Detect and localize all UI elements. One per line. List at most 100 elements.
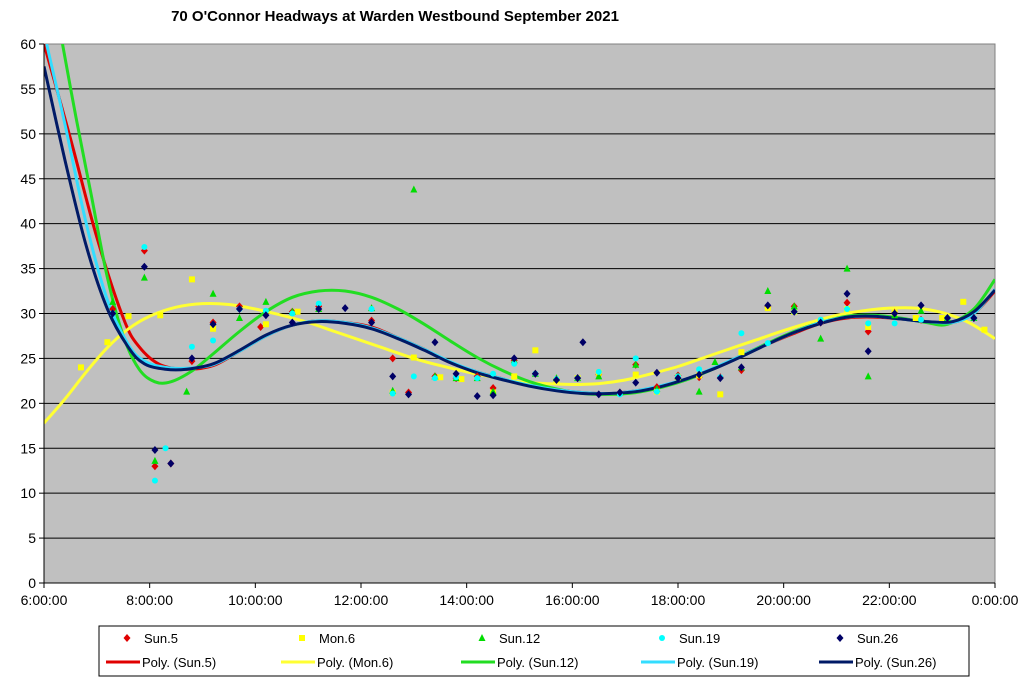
y-tick-label: 55 — [20, 81, 36, 97]
data-point-series-2 — [410, 185, 418, 193]
data-point-series-3 — [151, 477, 158, 484]
data-point-series-1 — [294, 308, 301, 315]
data-point-series-4 — [695, 370, 703, 379]
data-point-series-2 — [711, 358, 719, 366]
legend-marker-series-2 — [478, 634, 486, 641]
data-point-series-1 — [511, 373, 518, 380]
data-point-series-1 — [262, 321, 269, 328]
data-point-series-1 — [717, 391, 724, 398]
data-point-series-3 — [738, 330, 745, 337]
data-point-series-3 — [632, 355, 639, 362]
data-point-series-2 — [864, 372, 872, 380]
data-point-series-4 — [315, 305, 323, 314]
data-point-series-3 — [162, 445, 169, 452]
data-point-series-3 — [474, 375, 481, 382]
data-point-series-3 — [188, 343, 195, 350]
data-point-series-3 — [368, 306, 375, 313]
data-point-series-2 — [209, 289, 217, 297]
data-point-series-3 — [289, 310, 296, 317]
data-point-series-1 — [912, 314, 919, 321]
data-point-series-4 — [616, 388, 624, 397]
data-point-series-1 — [104, 339, 111, 346]
data-point-series-4 — [917, 301, 925, 310]
x-tick-label: 6:00:00 — [21, 592, 68, 608]
y-tick-label: 0 — [28, 575, 36, 591]
data-point-series-4 — [843, 289, 851, 298]
data-point-series-3 — [262, 307, 269, 314]
data-point-series-4 — [188, 354, 196, 363]
data-point-series-3 — [410, 373, 417, 380]
legend-label-trend-1: Poly. (Mon.6) — [317, 655, 393, 670]
data-point-series-4 — [864, 347, 872, 356]
data-point-series-4 — [817, 318, 825, 327]
data-point-series-1 — [437, 374, 444, 381]
legend-marker-series-4 — [836, 634, 844, 642]
data-point-series-4 — [891, 309, 899, 318]
data-point-series-1 — [458, 376, 465, 383]
data-point-series-4 — [167, 459, 175, 468]
data-point-series-1 — [981, 326, 988, 333]
y-tick-label: 35 — [20, 261, 36, 277]
data-point-series-2 — [140, 273, 148, 281]
data-point-series-1 — [210, 325, 217, 332]
data-point-series-4 — [790, 307, 798, 316]
legend-marker-series-1 — [299, 635, 305, 641]
data-point-series-1 — [865, 323, 872, 330]
data-point-series-3 — [389, 390, 396, 397]
data-point-series-4 — [579, 338, 587, 347]
data-point-series-3 — [595, 368, 602, 375]
data-point-series-4 — [510, 354, 518, 363]
data-point-series-2 — [235, 313, 243, 321]
legend-label-series-2: Sun.12 — [499, 631, 540, 646]
data-point-series-2 — [790, 302, 798, 310]
data-point-series-3 — [141, 244, 148, 251]
data-point-series-4 — [368, 318, 376, 327]
data-point-series-1 — [77, 364, 84, 371]
data-point-series-4 — [970, 313, 978, 322]
data-point-series-4 — [140, 262, 148, 271]
data-point-series-0 — [389, 354, 397, 363]
trendlines — [44, 44, 995, 425]
data-point-series-4 — [632, 378, 640, 387]
x-tick-label: 10:00:00 — [228, 592, 283, 608]
y-tick-label: 30 — [20, 306, 36, 322]
data-point-series-4 — [389, 372, 397, 381]
x-tick-label: 0:00:00 — [972, 592, 1019, 608]
data-point-series-3 — [764, 340, 771, 347]
chart-title: 70 O'Connor Headways at Warden Westbound… — [171, 8, 619, 25]
data-point-series-4 — [737, 363, 745, 372]
y-tick-label: 25 — [20, 350, 36, 366]
legend-label-series-1: Mon.6 — [319, 631, 355, 646]
data-point-series-3 — [315, 300, 322, 307]
data-point-series-4 — [209, 320, 217, 329]
data-point-series-4 — [109, 309, 117, 318]
data-point-series-2 — [632, 360, 640, 368]
legend-box — [98, 625, 970, 677]
data-point-series-4 — [531, 369, 539, 378]
data-point-series-4 — [235, 305, 243, 314]
y-tick-label: 40 — [20, 216, 36, 232]
legend-label-series-3: Sun.19 — [679, 631, 720, 646]
data-point-series-0 — [109, 305, 117, 314]
data-point-series-2 — [109, 297, 117, 305]
data-point-series-3 — [918, 316, 925, 323]
x-tick-label: 12:00:00 — [334, 592, 389, 608]
data-point-series-4 — [288, 318, 296, 327]
x-tick-label: 22:00:00 — [862, 592, 917, 608]
grid-lines — [44, 88, 995, 539]
data-point-series-2 — [695, 387, 703, 395]
legend: Sun.5 Mon.6 Sun.12 Sun.19 Sun.26 Poly. (Sun.5… — [98, 625, 970, 677]
x-tick-label: 8:00:00 — [126, 592, 173, 608]
data-point-series-2 — [764, 287, 772, 295]
legend-label-series-4: Sun.26 — [857, 631, 898, 646]
data-point-series-1 — [188, 276, 195, 283]
y-tick-label: 50 — [20, 126, 36, 142]
data-point-series-2 — [595, 372, 603, 380]
data-point-series-4 — [595, 390, 603, 399]
data-point-series-2 — [183, 387, 191, 395]
legend-label-trend-4: Poly. (Sun.26) — [855, 655, 936, 670]
x-tick-label: 20:00:00 — [756, 592, 811, 608]
y-tick-label: 20 — [20, 395, 36, 411]
data-point-series-0 — [151, 462, 159, 471]
